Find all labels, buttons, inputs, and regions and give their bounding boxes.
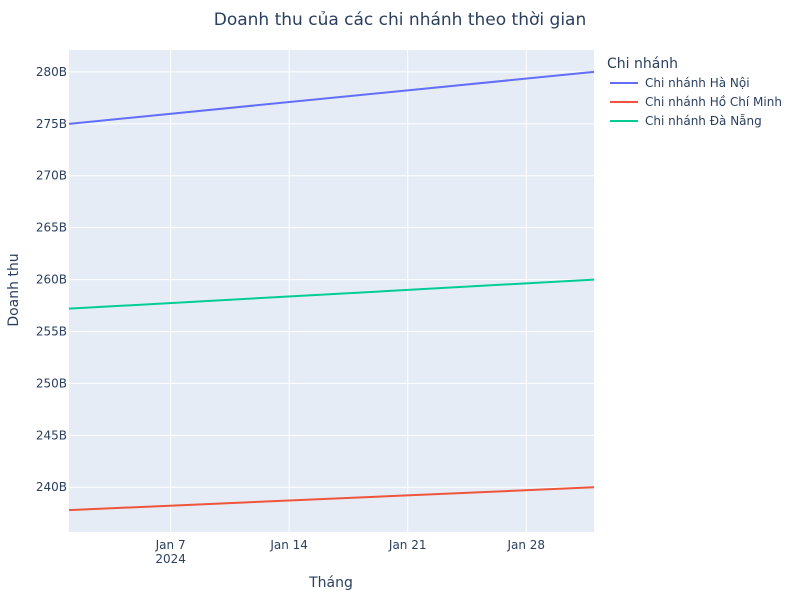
y-tick-label: 260B	[36, 273, 67, 287]
series-lines	[68, 70, 595, 512]
x-tick-label: Jan 21	[388, 538, 427, 552]
y-tick-label: 245B	[36, 428, 67, 442]
y-tick-label: 255B	[36, 324, 67, 338]
x-tick-label: Jan 28	[506, 538, 545, 552]
series-line-2	[68, 278, 595, 310]
plot-background	[69, 50, 594, 532]
grid-lines	[69, 50, 594, 532]
legend-item[interactable]: Chi nhánh Hà Nội	[610, 76, 750, 90]
series-line-1	[68, 486, 595, 512]
y-tick-label: 270B	[36, 169, 67, 183]
legend-label: Chi nhánh Đà Nẵng	[645, 114, 762, 128]
x-tick-label: Jan 14	[269, 538, 308, 552]
x-tick-sublabel: 2024	[155, 552, 186, 566]
y-tick-label: 265B	[36, 221, 67, 235]
legend-item[interactable]: Chi nhánh Hồ Chí Minh	[610, 95, 782, 109]
y-tick-label: 250B	[36, 376, 67, 390]
legend-title: Chi nhánh	[607, 56, 678, 72]
legend-label: Chi nhánh Hà Nội	[645, 76, 750, 90]
y-tick-label: 240B	[36, 480, 67, 494]
y-tick-label: 280B	[36, 65, 67, 79]
x-tick-label: Jan 7	[155, 538, 186, 552]
chart-title: Doanh thu của các chi nhánh theo thời gi…	[214, 10, 586, 30]
y-axis-ticks: 240B 245B 250B 255B 260B 265B 270B 275B 280B	[36, 65, 67, 494]
y-tick-label: 275B	[36, 117, 67, 131]
series-line-0	[68, 70, 595, 125]
legend-item[interactable]: Chi nhánh Đà Nẵng	[610, 114, 762, 128]
x-axis-title: Tháng	[308, 575, 353, 591]
legend: Chi nhánh Chi nhánh Hà Nội Chi nhánh Hồ C…	[607, 56, 782, 128]
legend-label: Chi nhánh Hồ Chí Minh	[645, 95, 782, 109]
y-axis-title: Doanh thu	[6, 253, 22, 326]
